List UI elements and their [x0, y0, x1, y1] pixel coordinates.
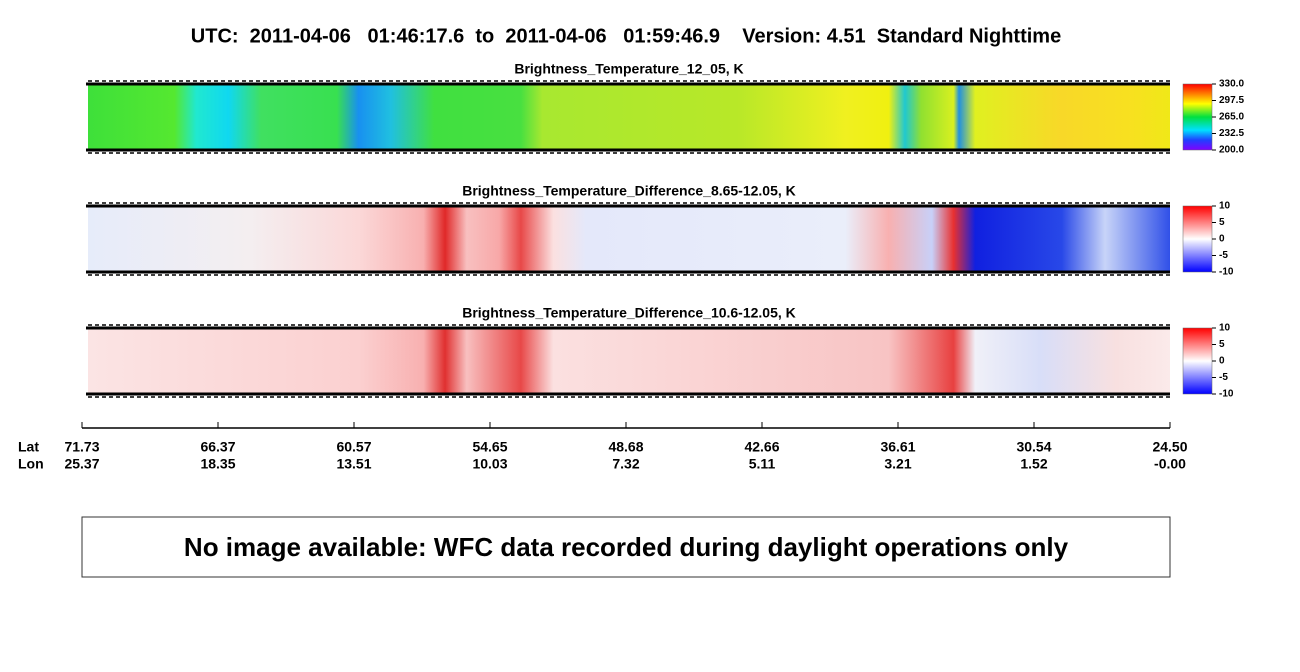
- image-strip: [88, 206, 1170, 272]
- image-strip: [88, 328, 1170, 394]
- lat-label: 36.61: [880, 439, 915, 455]
- lon-label: -0.00: [1154, 456, 1186, 472]
- colorbar: [1182, 327, 1213, 395]
- colorbar-label: 297.5: [1219, 95, 1244, 106]
- lon-label: 25.37: [64, 456, 99, 472]
- lon-label: 18.35: [200, 456, 235, 472]
- colorbar-label: 5: [1219, 339, 1225, 350]
- colorbar-label: 10: [1219, 323, 1231, 334]
- page-title: UTC: 2011-04-06 01:46:17.6 to 2011-04-06…: [191, 25, 1061, 47]
- image-strip: [88, 84, 1170, 150]
- colorbar-label: 200.0: [1219, 145, 1244, 156]
- colorbar-label: 5: [1219, 217, 1225, 228]
- lat-label: 54.65: [472, 439, 507, 455]
- lat-heading: Lat: [18, 439, 39, 455]
- lon-label: 5.11: [749, 456, 776, 472]
- panel-title: Brightness_Temperature_Difference_8.65-1…: [462, 183, 796, 199]
- lon-heading: Lon: [18, 456, 44, 472]
- colorbar-label: -5: [1219, 372, 1228, 383]
- message-box: [81, 516, 1171, 578]
- colorbar-label: 0: [1219, 234, 1225, 245]
- lon-label: 10.03: [472, 456, 507, 472]
- colorbar-label: 232.5: [1219, 128, 1244, 139]
- lat-label: 60.57: [336, 439, 371, 455]
- colorbar: [1182, 83, 1213, 151]
- lat-label: 42.66: [744, 439, 779, 455]
- lat-label: 24.50: [1152, 439, 1187, 455]
- colorbar: [1182, 205, 1213, 273]
- colorbar-label: 10: [1219, 201, 1231, 212]
- panel-title: Brightness_Temperature_12_05, K: [514, 61, 743, 77]
- colorbar-label: 0: [1219, 356, 1225, 367]
- lon-label: 13.51: [336, 456, 371, 472]
- lat-label: 30.54: [1016, 439, 1051, 455]
- panel-title: Brightness_Temperature_Difference_10.6-1…: [462, 305, 796, 321]
- colorbar-label: -5: [1219, 250, 1228, 261]
- colorbar-label: -10: [1219, 267, 1234, 278]
- lat-label: 71.73: [64, 439, 99, 455]
- lon-label: 3.21: [884, 456, 911, 472]
- lon-label: 1.52: [1020, 456, 1047, 472]
- message: No image available: WFC data recorded du…: [184, 532, 1069, 562]
- lat-label: 48.68: [608, 439, 643, 455]
- colorbar-label: 265.0: [1219, 112, 1244, 123]
- colorbar-label: -10: [1219, 389, 1234, 400]
- colorbar-label: 330.0: [1219, 79, 1244, 90]
- lon-label: 7.32: [612, 456, 639, 472]
- lat-label: 66.37: [200, 439, 235, 455]
